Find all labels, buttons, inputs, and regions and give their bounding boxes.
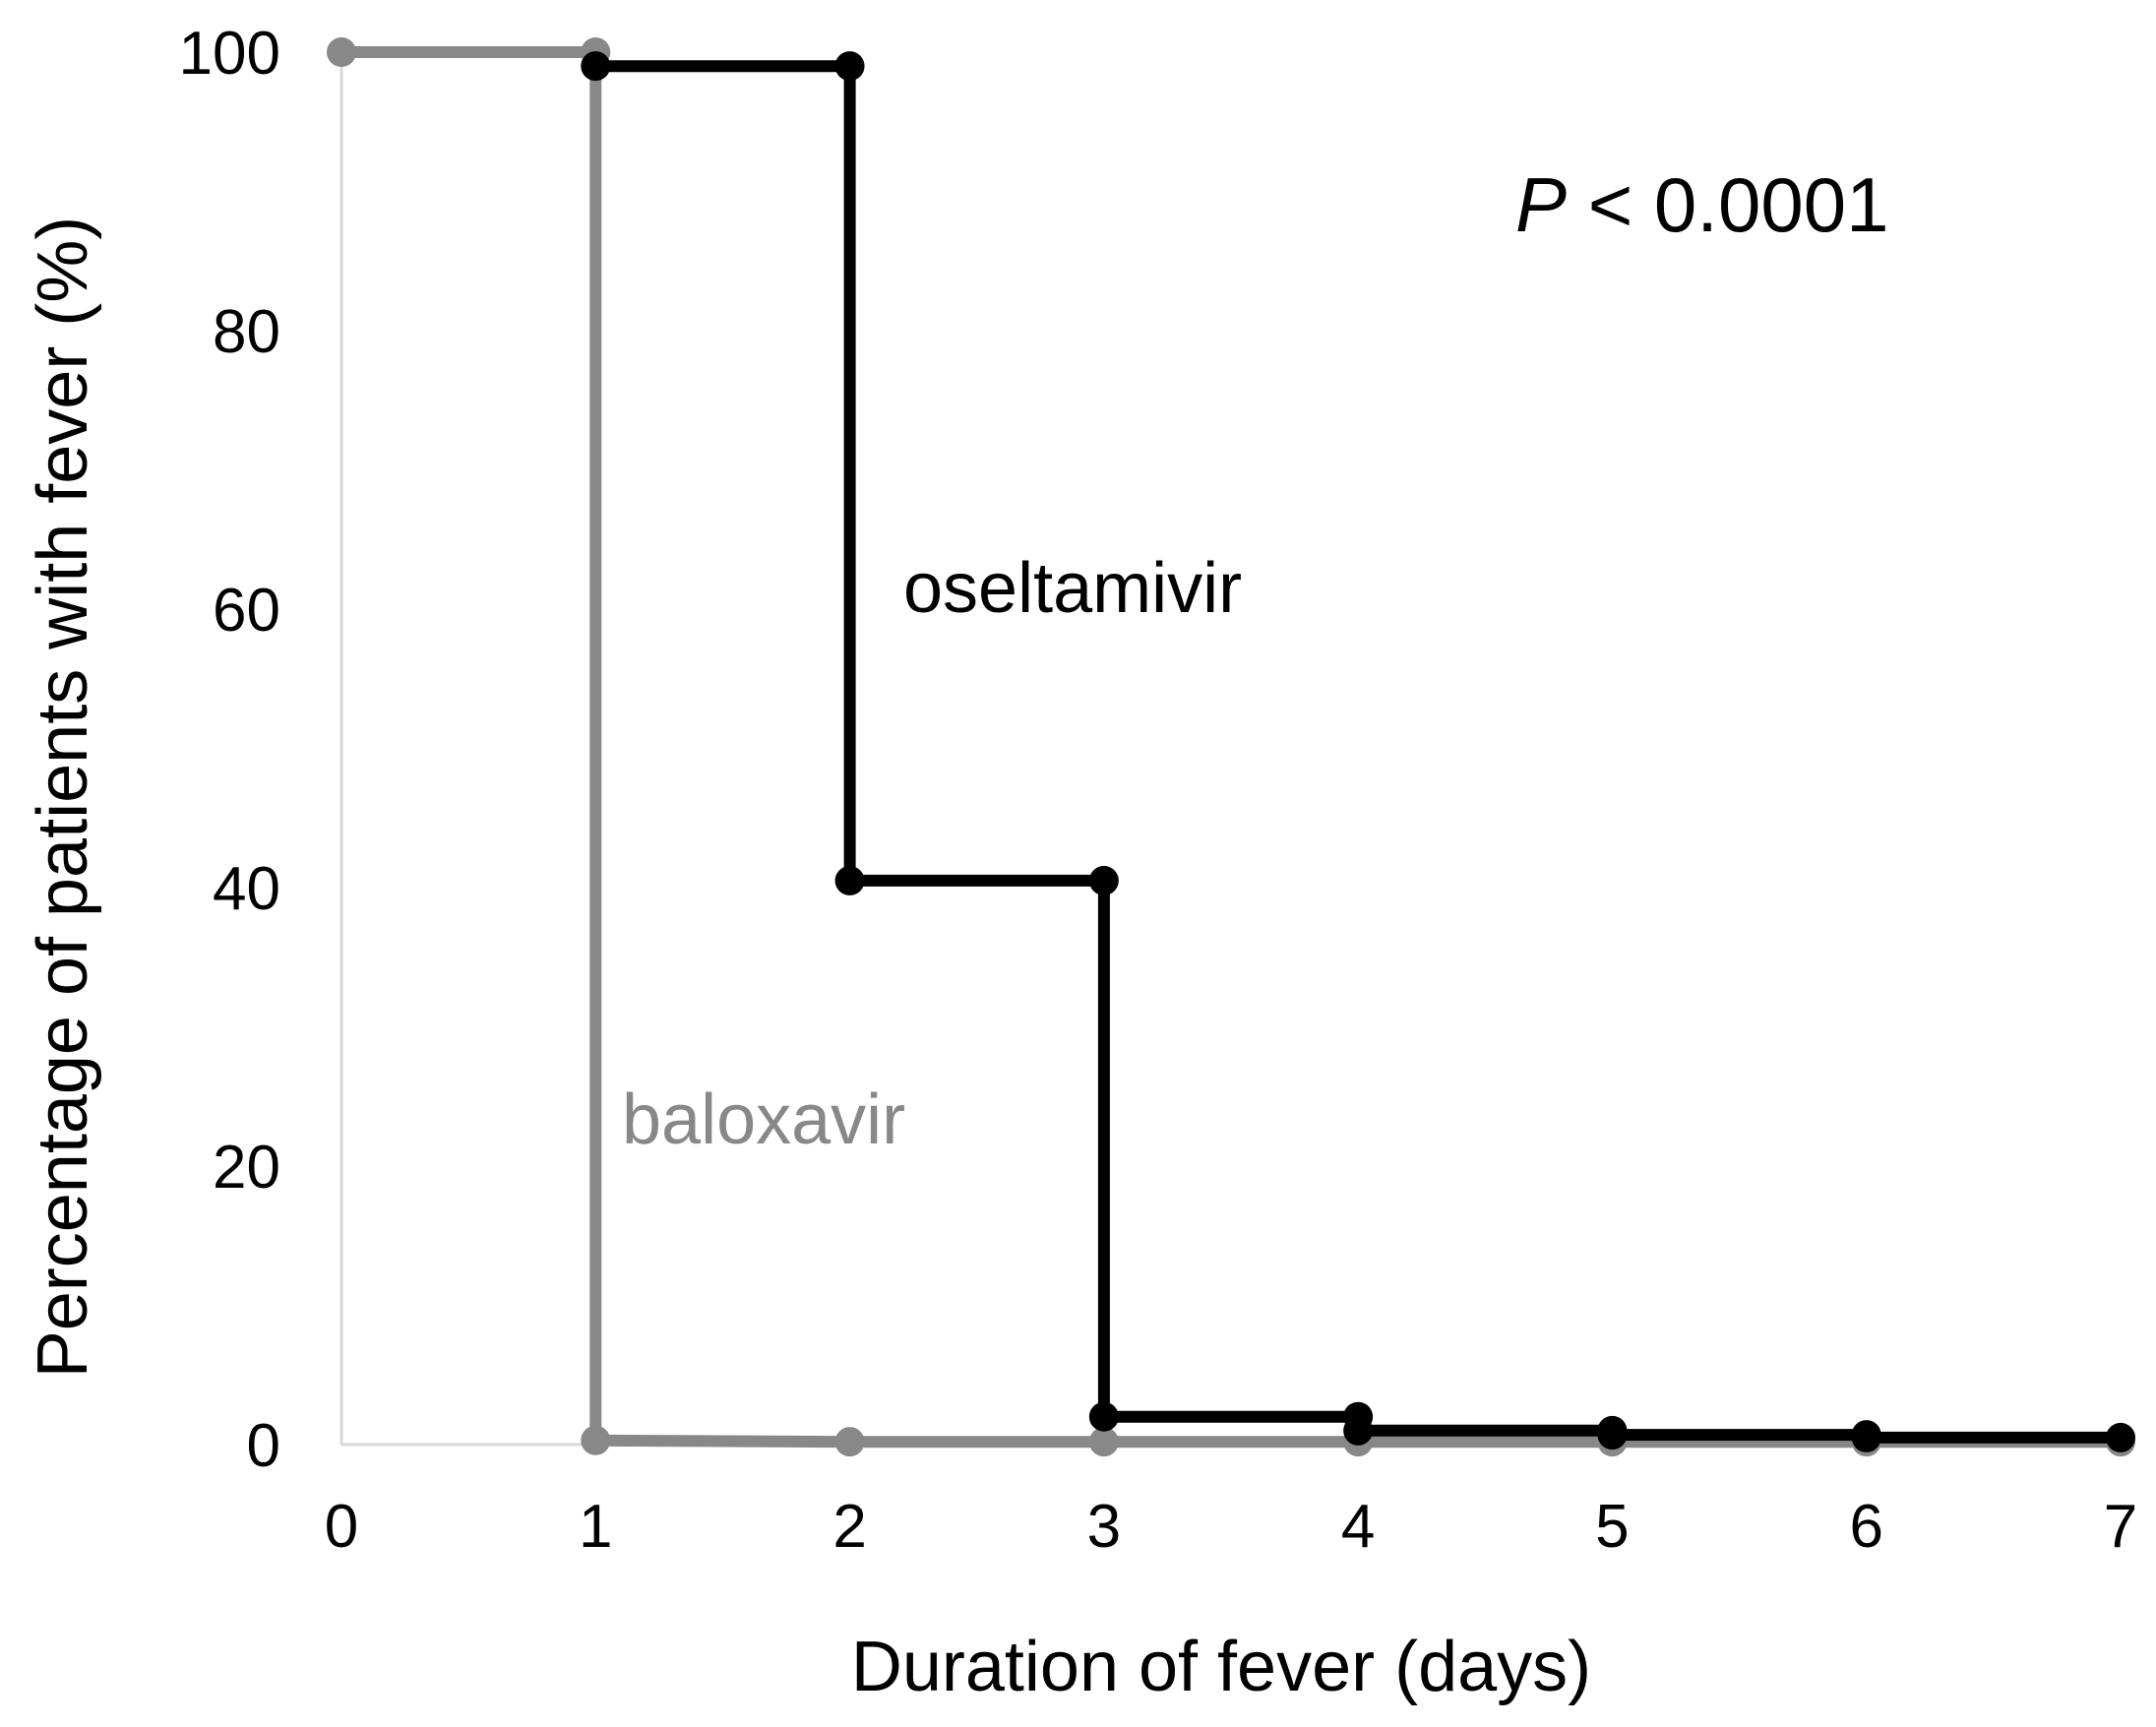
p-value-annotation: P < 0.0001 xyxy=(1515,161,1889,248)
x-tick-labels: 0 1 2 3 4 5 6 7 xyxy=(325,1493,2137,1561)
p-value-symbol: P xyxy=(1515,161,1567,248)
series-oseltamivir xyxy=(581,51,2135,1452)
data-point-oseltamivir xyxy=(2106,1422,2135,1452)
y-tick-label: 40 xyxy=(213,855,280,923)
data-point-baloxavir xyxy=(327,37,356,67)
series-label-oseltamivir: oseltamivir xyxy=(903,549,1242,628)
data-point-oseltamivir xyxy=(581,51,611,82)
y-tick-label: 60 xyxy=(213,577,280,645)
data-point-baloxavir xyxy=(581,1425,611,1455)
data-point-baloxavir xyxy=(834,1427,865,1457)
data-point-oseltamivir xyxy=(1088,1401,1119,1432)
x-axis-title: Duration of fever (days) xyxy=(851,1628,1591,1706)
x-tick-label: 3 xyxy=(1087,1493,1121,1561)
x-tick-label: 2 xyxy=(832,1493,866,1561)
data-point-oseltamivir xyxy=(834,865,865,895)
y-tick-label: 100 xyxy=(179,20,280,88)
series-layer xyxy=(327,37,2135,1457)
y-tick-labels: 0 20 40 60 80 100 xyxy=(179,20,280,1480)
y-axis-title: Percentage of patients with fever (%) xyxy=(24,216,102,1379)
data-point-oseltamivir xyxy=(1343,1415,1374,1446)
data-point-oseltamivir xyxy=(834,51,865,82)
x-tick-label: 4 xyxy=(1341,1493,1375,1561)
series-label-baloxavir: baloxavir xyxy=(622,1080,905,1159)
x-tick-label: 7 xyxy=(2104,1493,2137,1561)
data-point-oseltamivir xyxy=(1597,1420,1628,1450)
x-tick-label: 0 xyxy=(325,1493,358,1561)
y-tick-label: 0 xyxy=(247,1412,280,1480)
data-point-baloxavir xyxy=(1088,1427,1119,1457)
x-tick-label: 6 xyxy=(1849,1493,1882,1561)
data-point-oseltamivir xyxy=(1851,1422,1881,1452)
x-tick-label: 1 xyxy=(579,1493,612,1561)
y-tick-label: 20 xyxy=(213,1134,280,1202)
data-point-oseltamivir xyxy=(1088,865,1119,895)
x-tick-label: 5 xyxy=(1595,1493,1629,1561)
y-tick-label: 80 xyxy=(213,298,280,366)
p-value-text: < 0.0001 xyxy=(1567,161,1888,248)
